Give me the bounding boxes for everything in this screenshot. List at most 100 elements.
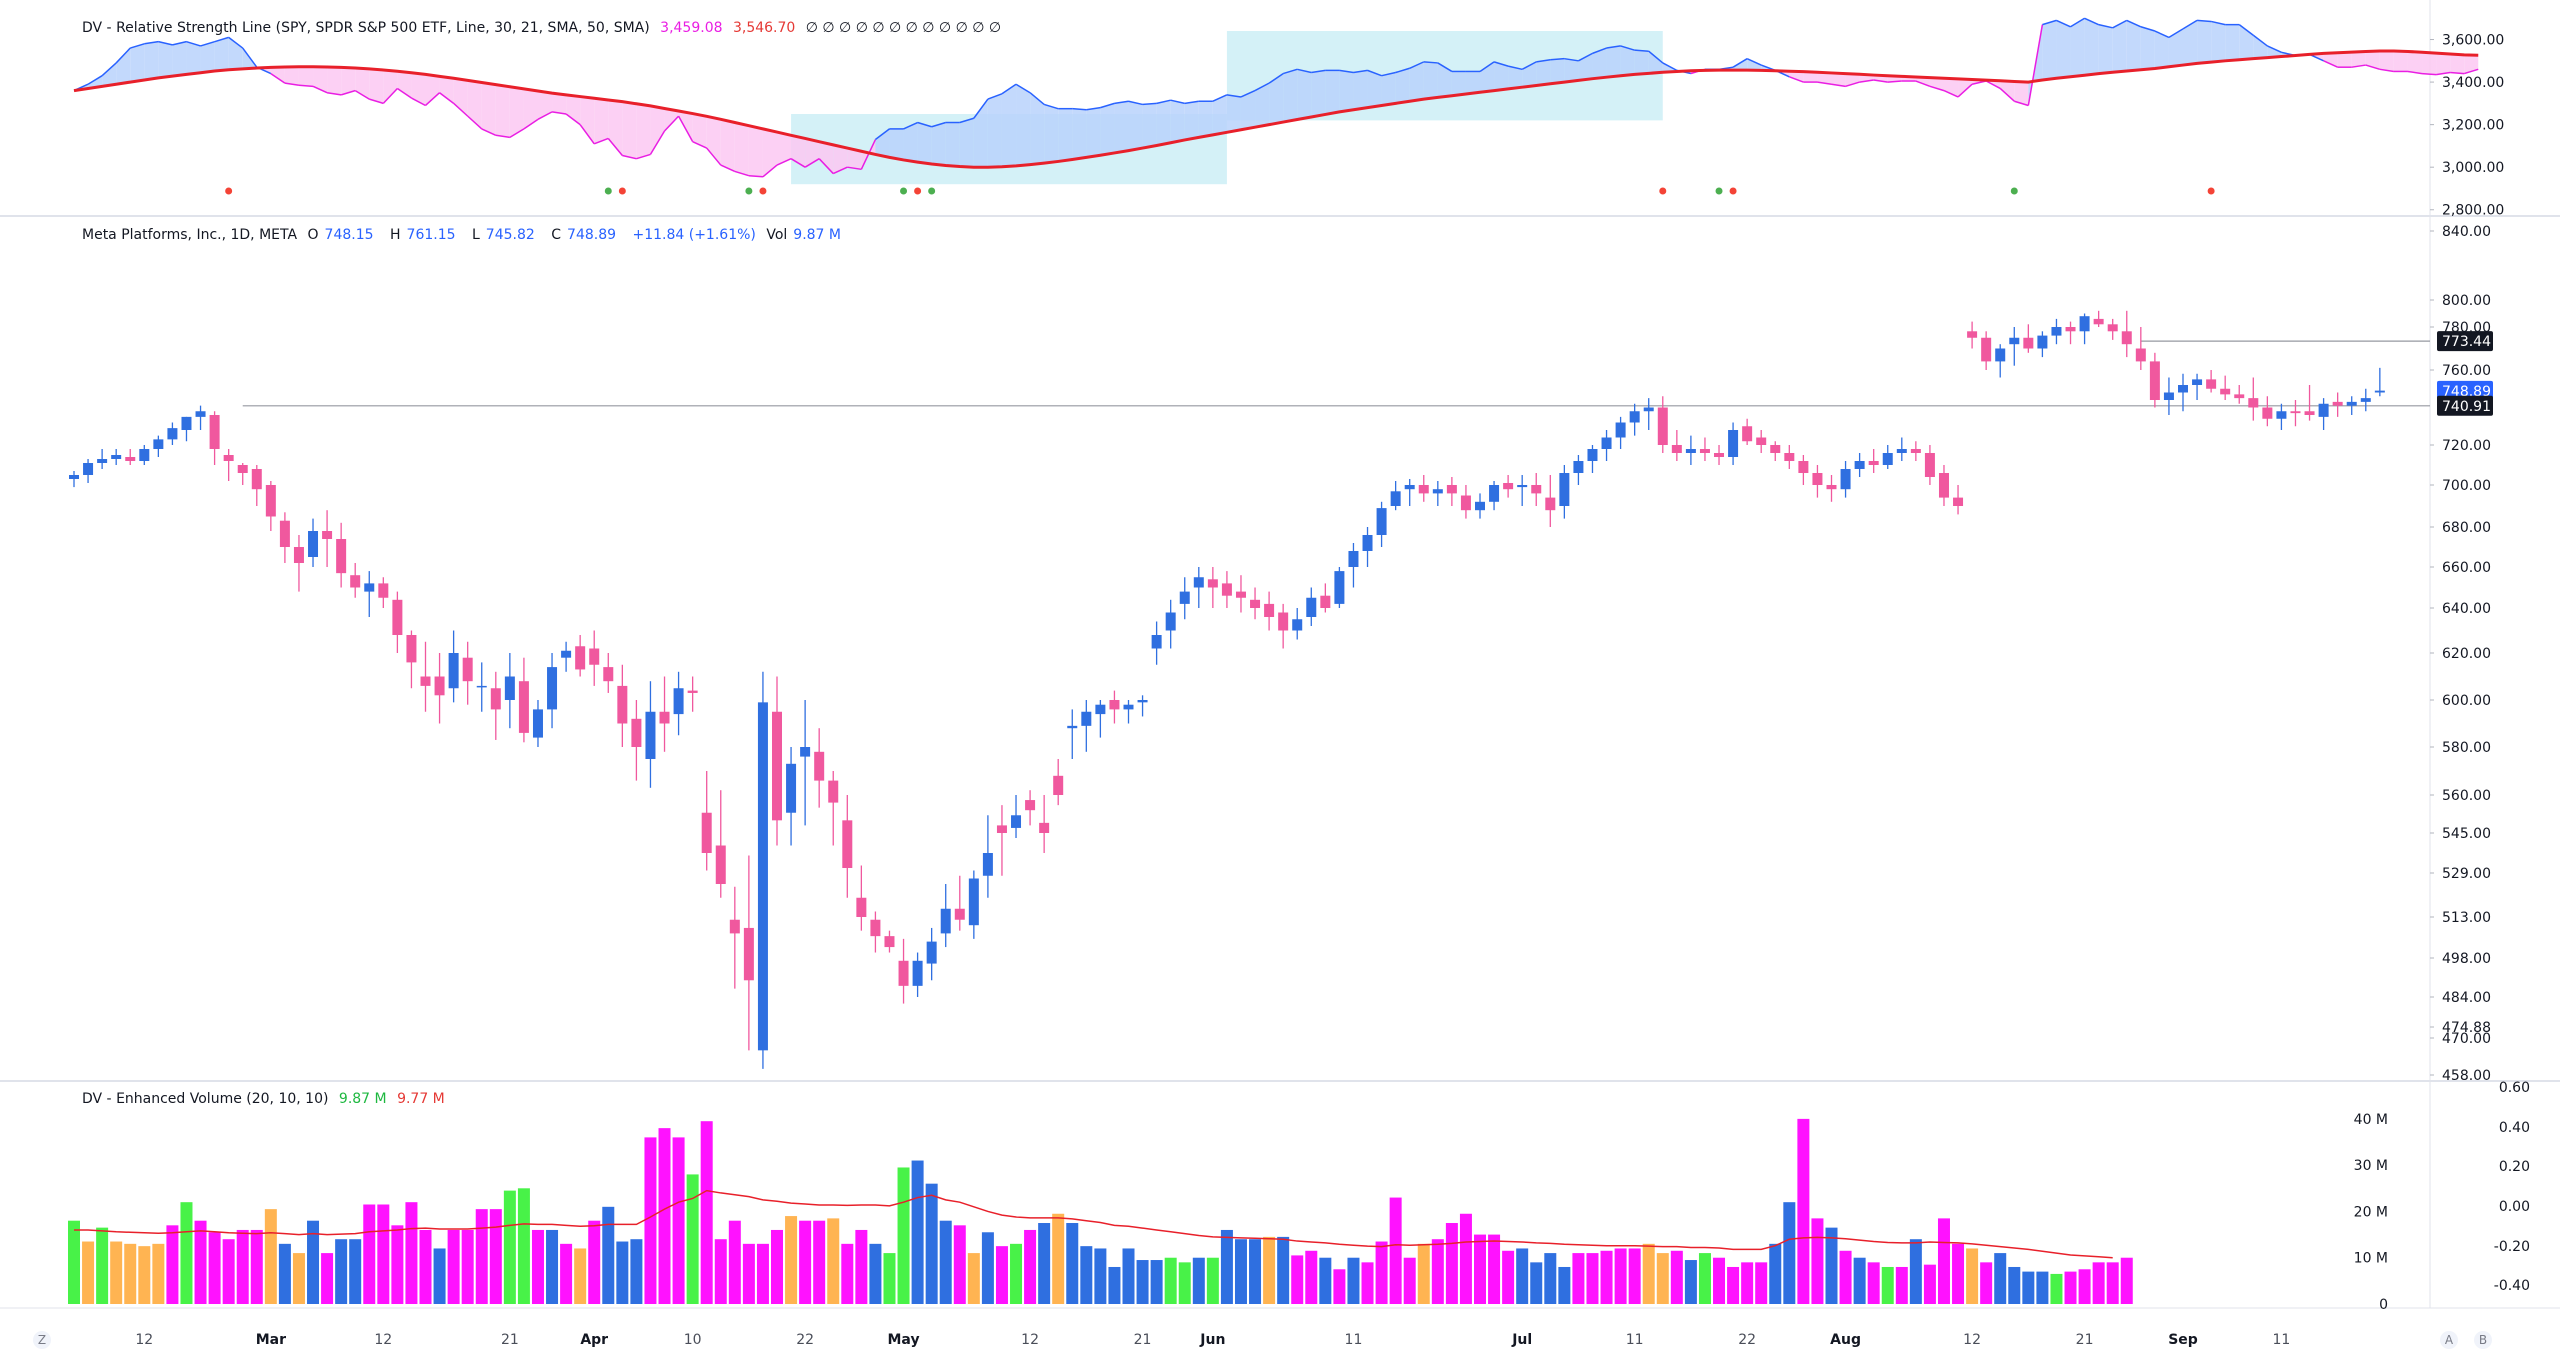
volume-bar bbox=[1164, 1257, 1177, 1304]
price-candle bbox=[1657, 407, 1668, 445]
volume-value-1: 9.87 M bbox=[338, 1091, 387, 1107]
price-candle bbox=[2051, 327, 2062, 336]
price-tick-label: 620.00 bbox=[2442, 646, 2491, 662]
rs-line-segment bbox=[2365, 64, 2381, 71]
price-candle bbox=[1250, 599, 1261, 608]
rs-line-segment bbox=[284, 82, 300, 87]
rs-line-segment bbox=[818, 158, 834, 175]
rs-value-1: 3,459.08 bbox=[660, 20, 723, 36]
volume-bar bbox=[841, 1243, 854, 1304]
volume-bar bbox=[349, 1239, 362, 1304]
price-candle bbox=[842, 820, 853, 868]
rs-line-segment bbox=[1240, 89, 1256, 98]
rs-line-segment bbox=[2182, 19, 2198, 30]
volume-tick-label: 40 M bbox=[2354, 1112, 2388, 1128]
rs-fill-segment bbox=[1915, 76, 1930, 87]
rs-fill-segment bbox=[130, 43, 145, 83]
price-candle bbox=[926, 941, 937, 964]
volume-bar bbox=[883, 1253, 896, 1304]
rs-fill-segment bbox=[847, 148, 862, 170]
price-candle bbox=[1207, 579, 1218, 588]
rs-fill-segment bbox=[566, 94, 581, 125]
rs-line-segment bbox=[2421, 72, 2437, 76]
volume-bar bbox=[1080, 1246, 1093, 1304]
rs-fill-segment bbox=[2365, 51, 2380, 70]
rs-line-segment bbox=[1311, 69, 1326, 74]
rs-fill-segment bbox=[425, 74, 440, 106]
x-axis-label: Apr bbox=[580, 1332, 608, 1348]
rs-line-segment bbox=[87, 75, 103, 85]
rs-fill-segment bbox=[1198, 101, 1213, 138]
rs-fill-segment bbox=[650, 105, 665, 155]
price-tick-label: 560.00 bbox=[2442, 788, 2491, 804]
price-tick-label: 474.88 bbox=[2442, 1020, 2491, 1036]
rs-line-segment bbox=[2450, 71, 2465, 75]
rs-fill-segment bbox=[1508, 66, 1523, 89]
volume-bar bbox=[1839, 1250, 1852, 1304]
rs-line-segment bbox=[1493, 61, 1509, 67]
volume-tick-label: 20 M bbox=[2354, 1204, 2388, 1220]
volume-bar bbox=[714, 1239, 727, 1304]
price-candle bbox=[308, 531, 319, 557]
volume-bar bbox=[1375, 1241, 1388, 1304]
x-axis-label: 21 bbox=[501, 1332, 519, 1348]
volume-bar bbox=[1530, 1262, 1543, 1304]
price-candle bbox=[1953, 497, 1964, 506]
price-candle bbox=[2360, 398, 2371, 402]
rs-fill-segment bbox=[2168, 28, 2183, 67]
rs-fill-segment bbox=[861, 139, 876, 170]
rs-line-segment bbox=[1212, 94, 1228, 102]
volume-bar bbox=[1642, 1243, 1655, 1304]
price-candle bbox=[1699, 449, 1710, 453]
price-tick-label: 680.00 bbox=[2442, 520, 2491, 536]
volume-bar bbox=[489, 1209, 502, 1304]
rs-fill-segment bbox=[172, 41, 187, 77]
rs-line-segment bbox=[115, 47, 131, 64]
rs-fill-segment bbox=[2323, 52, 2338, 68]
volume-bar bbox=[855, 1229, 868, 1304]
x-axis-label: Jun bbox=[1199, 1332, 1225, 1348]
price-candle bbox=[1840, 469, 1851, 490]
rs-fill-segment bbox=[1072, 108, 1087, 160]
rs-line-segment bbox=[692, 140, 708, 149]
price-candle bbox=[1714, 453, 1725, 457]
corner-button-b[interactable]: B bbox=[2474, 1331, 2492, 1349]
corner-button-a[interactable]: A bbox=[2440, 1331, 2458, 1349]
rs-line-segment bbox=[551, 111, 567, 115]
volume-bar bbox=[1628, 1248, 1641, 1304]
rs-line-segment bbox=[2323, 60, 2338, 68]
rs-line-segment bbox=[1015, 83, 1031, 94]
volume-bar bbox=[1249, 1239, 1262, 1304]
rs-line-segment bbox=[973, 98, 989, 119]
rs-line-segment bbox=[158, 40, 173, 46]
rs-fill-segment bbox=[1536, 59, 1551, 86]
price-candle bbox=[2163, 392, 2174, 400]
rs-fill-segment bbox=[875, 128, 890, 158]
price-candle bbox=[392, 599, 403, 635]
x-axis-label: Aug bbox=[1830, 1332, 1861, 1348]
rs-line-segment bbox=[1072, 107, 1087, 111]
rs-line-segment bbox=[214, 36, 229, 43]
price-candle bbox=[2374, 390, 2385, 393]
rs-fill-segment bbox=[1016, 84, 1031, 166]
volume-bar bbox=[1347, 1257, 1360, 1304]
rs-fill-segment bbox=[1634, 50, 1649, 75]
rs-line-segment bbox=[1831, 83, 1846, 88]
volume-tick-label: 30 M bbox=[2354, 1158, 2388, 1174]
volume-bar bbox=[447, 1229, 460, 1304]
rs-line-segment bbox=[2379, 68, 2395, 73]
price-candle bbox=[715, 845, 726, 884]
rs-line-segment bbox=[1339, 69, 1354, 74]
rs-line-segment bbox=[593, 137, 609, 145]
price-candle bbox=[1882, 453, 1893, 465]
price-candle bbox=[1742, 426, 1753, 442]
rs-fill-segment bbox=[270, 66, 285, 84]
corner-button-z[interactable]: Z bbox=[33, 1331, 51, 1349]
rs-signal-dot bbox=[618, 187, 626, 195]
volume-bar bbox=[1713, 1257, 1726, 1304]
price-candle bbox=[968, 878, 979, 926]
x-axis-label: 11 bbox=[1626, 1332, 1644, 1348]
rs-line-segment bbox=[1268, 72, 1284, 84]
volume-bar bbox=[756, 1243, 769, 1304]
